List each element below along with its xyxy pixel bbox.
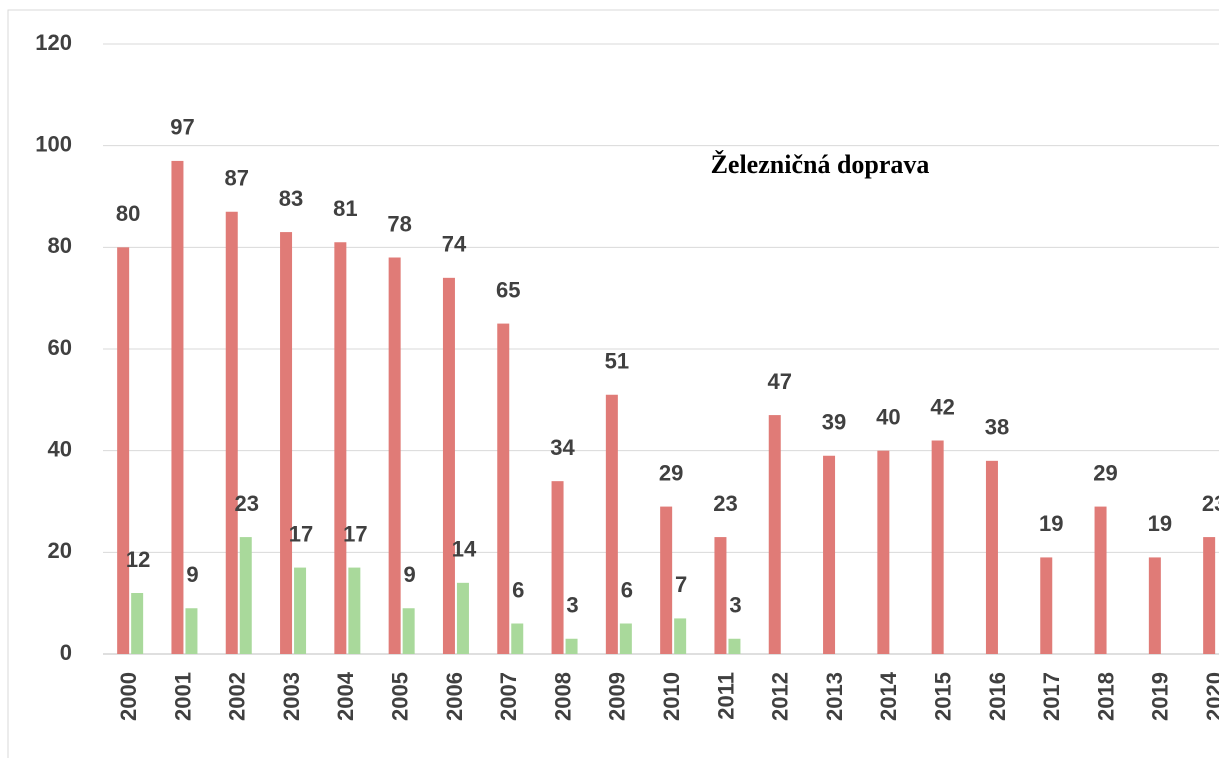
bar — [823, 455, 836, 654]
data-label: 23 — [713, 491, 737, 516]
data-label: 65 — [496, 277, 520, 302]
x-tick-label: 2000 — [116, 672, 141, 721]
bar — [171, 160, 184, 654]
x-tick-label: 2005 — [387, 672, 412, 721]
chart-title: Železničná doprava — [711, 150, 930, 179]
bar — [131, 593, 144, 654]
data-label: 83 — [279, 186, 303, 211]
bar — [985, 460, 998, 654]
y-tick-label: 100 — [35, 131, 72, 156]
x-tick-label: 2020 — [1202, 672, 1219, 721]
data-label: 3 — [729, 593, 741, 618]
data-label: 51 — [605, 349, 629, 374]
bar — [294, 567, 307, 654]
plot: 2000801220019792002872320038317200481172… — [116, 115, 1219, 721]
x-tick-label: 2019 — [1148, 672, 1173, 721]
x-tick-label: 2009 — [605, 672, 630, 721]
x-tick-label: 2015 — [930, 672, 955, 721]
chart-frame — [7, 9, 1219, 758]
data-label: 19 — [1039, 511, 1063, 536]
y-tick-label: 0 — [60, 640, 72, 665]
bar — [497, 323, 510, 654]
bar — [348, 567, 361, 654]
x-tick-label: 2010 — [659, 672, 684, 721]
data-label: 47 — [768, 369, 792, 394]
data-label: 42 — [930, 394, 954, 419]
bar — [551, 481, 564, 654]
bar — [931, 440, 944, 654]
bar — [768, 415, 781, 654]
bar — [565, 638, 578, 654]
data-label: 9 — [186, 562, 198, 587]
x-tick-label: 2008 — [550, 672, 575, 721]
data-label: 97 — [170, 115, 194, 140]
bar — [1203, 537, 1216, 654]
y-tick-label: 80 — [48, 233, 72, 258]
bar — [674, 618, 687, 654]
bar — [442, 277, 455, 654]
bar — [1094, 506, 1107, 654]
x-tick-label: 2001 — [170, 672, 195, 721]
x-tick-label: 2003 — [279, 672, 304, 721]
data-label: 81 — [333, 196, 357, 221]
x-tick-label: 2011 — [713, 672, 738, 720]
bar — [1148, 557, 1161, 654]
x-tick-label: 2004 — [333, 671, 358, 721]
y-tick-label: 60 — [48, 335, 72, 360]
data-label: 29 — [1093, 460, 1117, 485]
data-label: 34 — [550, 435, 575, 460]
x-tick-label: 2013 — [822, 672, 847, 721]
data-label: 40 — [876, 404, 900, 429]
bar — [511, 623, 524, 654]
data-label: 6 — [621, 577, 633, 602]
y-tick-label: 40 — [48, 436, 72, 461]
data-label: 87 — [225, 166, 249, 191]
x-tick-label: 2017 — [1039, 672, 1064, 721]
x-tick-label: 2007 — [496, 672, 521, 721]
data-label: 17 — [343, 521, 367, 546]
y-tick-label: 20 — [48, 538, 72, 563]
bar — [225, 211, 238, 654]
bar — [605, 394, 618, 654]
bar — [619, 623, 632, 654]
data-label: 6 — [512, 577, 524, 602]
data-label: 12 — [126, 547, 150, 572]
bar — [660, 506, 673, 654]
x-tick-label: 2018 — [1093, 672, 1118, 721]
x-tick-label: 2002 — [225, 672, 250, 721]
data-label: 7 — [675, 572, 687, 597]
bar — [1040, 557, 1053, 654]
bar — [334, 242, 347, 654]
x-tick-label: 2006 — [442, 672, 467, 721]
x-tick-label: 2016 — [985, 672, 1010, 721]
x-tick-label: 2012 — [768, 672, 793, 721]
data-label: 19 — [1148, 511, 1172, 536]
bar — [714, 537, 727, 654]
data-label: 9 — [404, 562, 416, 587]
x-tick-label: 2014 — [876, 671, 901, 721]
bar — [877, 450, 890, 654]
bar — [402, 608, 415, 654]
data-label: 80 — [116, 201, 140, 226]
bar — [388, 257, 401, 654]
bar — [117, 247, 130, 655]
bar — [456, 582, 469, 654]
bar — [280, 232, 293, 655]
data-label: 74 — [442, 232, 467, 257]
data-label: 17 — [289, 521, 313, 546]
bar — [239, 537, 252, 654]
data-label: 23 — [1202, 491, 1219, 516]
grid: 0 20 40 60 80 100 120 — [35, 30, 1219, 665]
y-tick-label: 120 — [35, 30, 72, 55]
data-label: 14 — [452, 537, 477, 562]
data-label: 39 — [822, 410, 846, 435]
data-label: 29 — [659, 460, 683, 485]
data-label: 23 — [235, 491, 259, 516]
data-label: 3 — [566, 593, 578, 618]
bar — [185, 608, 198, 654]
bar — [728, 638, 741, 654]
data-label: 78 — [387, 211, 411, 236]
data-label: 38 — [985, 415, 1009, 440]
